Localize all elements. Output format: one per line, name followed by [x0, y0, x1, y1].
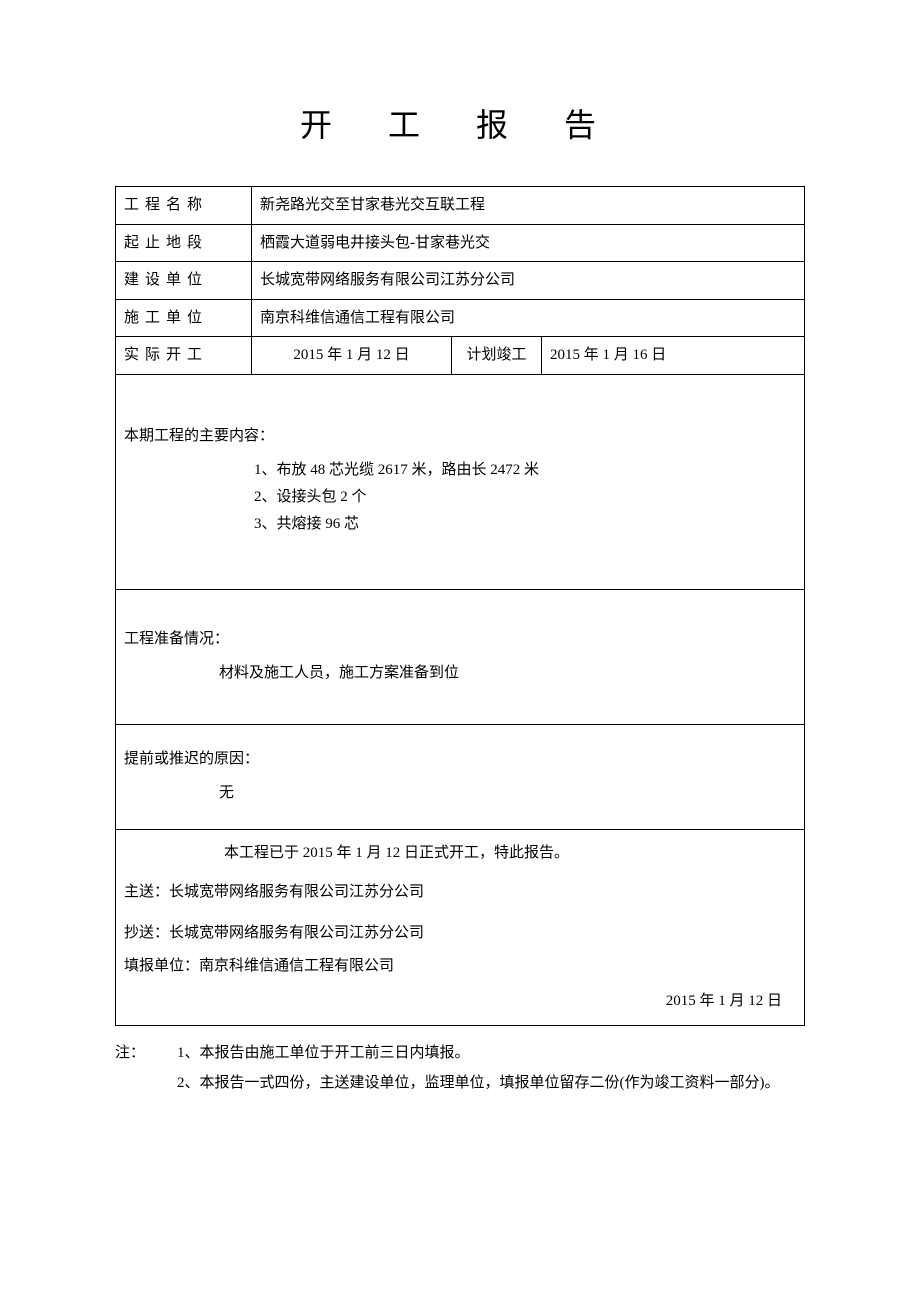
report-cc-to: 抄送：长城宽带网络服务有限公司江苏分公司: [124, 917, 796, 950]
label-build-unit: 建设单位: [116, 262, 252, 300]
label-construct-unit: 施工单位: [116, 299, 252, 337]
row-main-content: 本期工程的主要内容： 1、布放 48 芯光缆 2617 米，路由长 2472 米…: [116, 374, 805, 589]
main-content-heading: 本期工程的主要内容：: [124, 425, 796, 448]
row-location: 起止地段 栖霞大道弱电井接头包-甘家巷光交: [116, 224, 805, 262]
notes-item: 1、本报告由施工单位于开工前三日内填报。: [177, 1038, 805, 1068]
row-report: 本工程已于 2015 年 1 月 12 日正式开工，特此报告。 主送：长城宽带网…: [116, 829, 805, 1025]
row-project-name: 工程名称 新尧路光交至甘家巷光交互联工程: [116, 187, 805, 225]
report-table: 工程名称 新尧路光交至甘家巷光交互联工程 起止地段 栖霞大道弱电井接头包-甘家巷…: [115, 186, 805, 1026]
reason-text: 无: [219, 781, 796, 805]
value-location: 栖霞大道弱电井接头包-甘家巷光交: [252, 224, 805, 262]
row-build-unit: 建设单位 长城宽带网络服务有限公司江苏分公司: [116, 262, 805, 300]
report-filled-by: 填报单位：南京科维信通信工程有限公司: [124, 950, 796, 983]
row-construct-unit: 施工单位 南京科维信通信工程有限公司: [116, 299, 805, 337]
main-content-item: 1、布放 48 芯光缆 2617 米，路由长 2472 米: [254, 457, 796, 484]
notes-item: 2、本报告一式四份，主送建设单位，监理单位，填报单位留存二份(作为竣工资料一部分…: [177, 1068, 805, 1098]
row-dates: 实际开工 2015 年 1 月 12 日 计划竣工 2015 年 1 月 16 …: [116, 337, 805, 375]
label-plan-complete: 计划竣工: [452, 337, 542, 375]
report-statement: 本工程已于 2015 年 1 月 12 日正式开工，特此报告。: [224, 837, 796, 870]
prepare-heading: 工程准备情况：: [124, 628, 796, 651]
prepare-text: 材料及施工人员，施工方案准备到位: [219, 661, 796, 685]
notes-section: 注： 1、本报告由施工单位于开工前三日内填报。 2、本报告一式四份，主送建设单位…: [115, 1038, 805, 1098]
notes-label-spacer: [115, 1068, 177, 1098]
notes-label: 注：: [115, 1038, 177, 1068]
main-content-item: 3、共熔接 96 芯: [254, 511, 796, 538]
value-project-name: 新尧路光交至甘家巷光交互联工程: [252, 187, 805, 225]
row-reason: 提前或推迟的原因： 无: [116, 724, 805, 829]
reason-heading: 提前或推迟的原因：: [124, 748, 796, 771]
label-location: 起止地段: [116, 224, 252, 262]
value-construct-unit: 南京科维信通信工程有限公司: [252, 299, 805, 337]
row-prepare: 工程准备情况： 材料及施工人员，施工方案准备到位: [116, 589, 805, 724]
report-date: 2015 年 1 月 12 日: [124, 985, 796, 1018]
page-title: 开 工 报 告: [115, 100, 805, 146]
report-send-to: 主送：长城宽带网络服务有限公司江苏分公司: [124, 876, 796, 909]
value-actual-start: 2015 年 1 月 12 日: [252, 337, 452, 375]
main-content-item: 2、设接头包 2 个: [254, 484, 796, 511]
label-actual-start: 实际开工: [116, 337, 252, 375]
value-plan-complete: 2015 年 1 月 16 日: [542, 337, 805, 375]
value-build-unit: 长城宽带网络服务有限公司江苏分公司: [252, 262, 805, 300]
label-project-name: 工程名称: [116, 187, 252, 225]
